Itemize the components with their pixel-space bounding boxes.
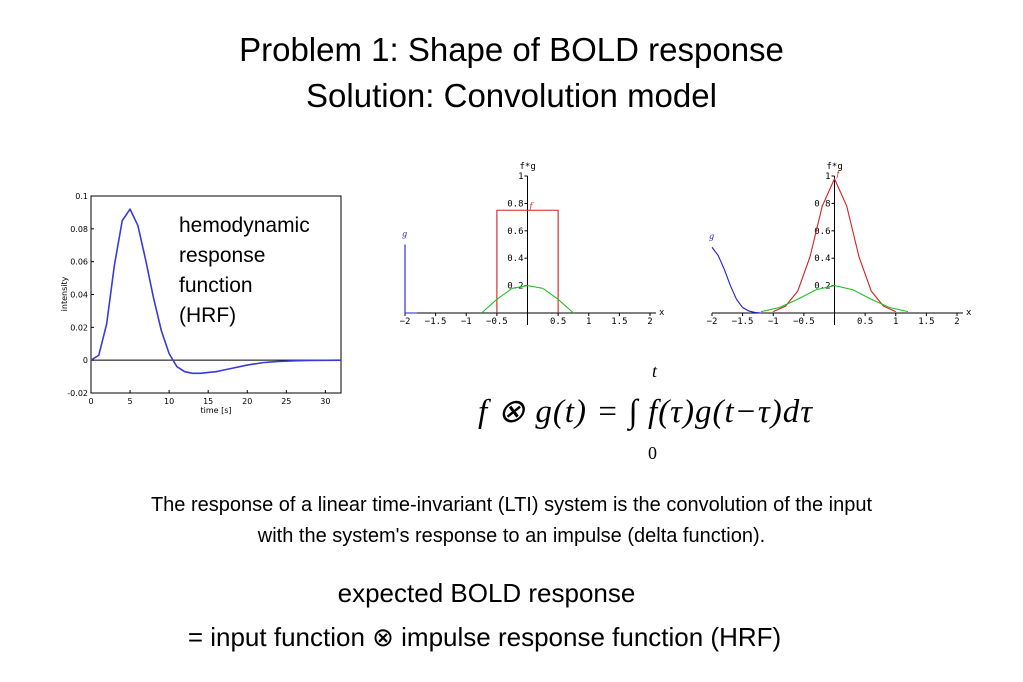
hrf-ylabel: intensity — [60, 276, 69, 311]
convolution-chart-gaussian: xf*g−2 −1.5 −1 −0.5 0.5 1 1.5 20.20.40.60.81 fg — [707, 162, 972, 327]
hrf-ytick-label: 0.08 — [70, 225, 88, 234]
summary-line2: = input function ⊗ impulse response func… — [187, 622, 782, 652]
conv1-ytick-label: 0.2 — [507, 282, 523, 292]
conv1-xtick-label: −0.5 — [486, 317, 508, 327]
conv1-series-line — [481, 285, 574, 314]
hrf-xtick-label: 10 — [164, 397, 174, 406]
conv2-series-line — [773, 177, 896, 313]
conv1-ytick-label: 1 — [518, 172, 523, 182]
conv2-ytick-label: 1 — [825, 172, 830, 182]
description: The response of a linear time-invariant … — [0, 490, 1023, 552]
conv2-xtick-label: 1 — [893, 317, 898, 327]
hrf-ytick-label: 0.04 — [70, 291, 88, 300]
hrf-ytick-label: 0 — [83, 356, 88, 365]
conv2-ytick-label: 0.4 — [814, 254, 830, 264]
conv1-xtick-label: 0.5 — [550, 317, 566, 327]
slide-title-line1: Problem 1: Shape of BOLD response — [239, 31, 784, 68]
conv1-ytick-label: 0.8 — [507, 199, 523, 209]
conv1-xtick-label: −1.5 — [425, 317, 447, 327]
conv1-ytick-label: 0.6 — [507, 227, 523, 237]
conv1-xtick-label: −1 — [461, 317, 472, 327]
conv1-xtick-label: 1.5 — [611, 317, 627, 327]
conv2-x-axis-label: x — [966, 308, 972, 318]
conv2-xtick-label: 2 — [954, 317, 959, 327]
conv2-xtick-label: −2 — [707, 317, 718, 327]
conv1-series-line — [496, 209, 559, 313]
conv2-xtick-label: 1.5 — [918, 317, 934, 327]
formula-main: f ⊗ g(t) = ∫ f(τ)g(t−τ)dτ — [478, 394, 814, 430]
conv2-ytick-label: 0.2 — [814, 282, 830, 292]
conv1-series-line — [404, 244, 418, 314]
hrf-label-line: response — [179, 244, 266, 267]
hrf-xtick-label: 5 — [128, 397, 133, 406]
description-line2: with the system's response to an impulse… — [257, 525, 766, 547]
conv1-xtick-label: 1 — [586, 317, 591, 327]
conv1-series-label: g — [402, 230, 407, 239]
conv1-x-axis-label: x — [659, 308, 665, 318]
conv2-xtick-label: −1 — [768, 317, 779, 327]
hrf-xtick-label: 15 — [203, 397, 213, 406]
conv2-xtick-label: 0.5 — [857, 317, 873, 327]
description-line1: The response of a linear time-invariant … — [150, 494, 873, 516]
hrf-xtick-label: 0 — [88, 397, 93, 406]
hrf-ytick-label: -0.02 — [67, 389, 88, 398]
hrf-xtick-label: 20 — [242, 397, 252, 406]
conv1-ytick-label: 0.4 — [507, 254, 523, 264]
slide-title-line2: Solution: Convolution model — [306, 77, 717, 114]
convolution-chart-box: x f*g −2 −1.5 −1 −0.5 0.5 1 1.5 2 0.2 0.4 0.6 0.8 1 f g — [400, 162, 665, 327]
hrf-curve — [90, 208, 342, 375]
conv1-series-label: f — [529, 201, 535, 210]
hrf-label-line: (HRF) — [179, 304, 237, 327]
conv1-xtick-label: 2 — [647, 317, 652, 327]
hrf-xtick-label: 30 — [320, 397, 330, 406]
hrf-label-line: hemodynamic — [179, 214, 310, 237]
hrf-label: hemodynamic response function (HRF) — [179, 211, 310, 331]
conv2-series-label: g — [709, 232, 714, 241]
hrf-xtick-label: 25 — [281, 397, 291, 406]
hrf-ytick-label: 0.1 — [75, 192, 88, 201]
conv2-xtick-label: −0.5 — [793, 317, 815, 327]
conv2-series-line — [711, 246, 762, 314]
conv1-axis-title: f*g — [520, 162, 536, 172]
conv2-axis-title: f*g — [827, 162, 843, 172]
conv2-series-line — [760, 285, 909, 313]
hrf-ytick-label: 0.06 — [70, 258, 88, 267]
convolution-formula: t f ⊗ g(t) = ∫ f(τ)g(t−τ)dτ 0 — [478, 361, 898, 463]
conv2-series-label: f — [836, 170, 842, 179]
hrf-label-line: function — [179, 274, 253, 297]
conv2-xtick-label: −1.5 — [732, 317, 754, 327]
formula-upper-limit: t — [652, 361, 658, 381]
conv1-xtick-label: −2 — [400, 317, 411, 327]
hrf-xlabel: time [s] — [200, 406, 231, 415]
hrf-ytick-label: 0.02 — [70, 323, 88, 332]
conv2-ytick-label: 0.6 — [814, 227, 830, 237]
conv2-ytick-label: 0.8 — [814, 199, 830, 209]
summary-line1: expected BOLD response — [337, 578, 636, 608]
formula-lower-limit: 0 — [648, 443, 657, 463]
